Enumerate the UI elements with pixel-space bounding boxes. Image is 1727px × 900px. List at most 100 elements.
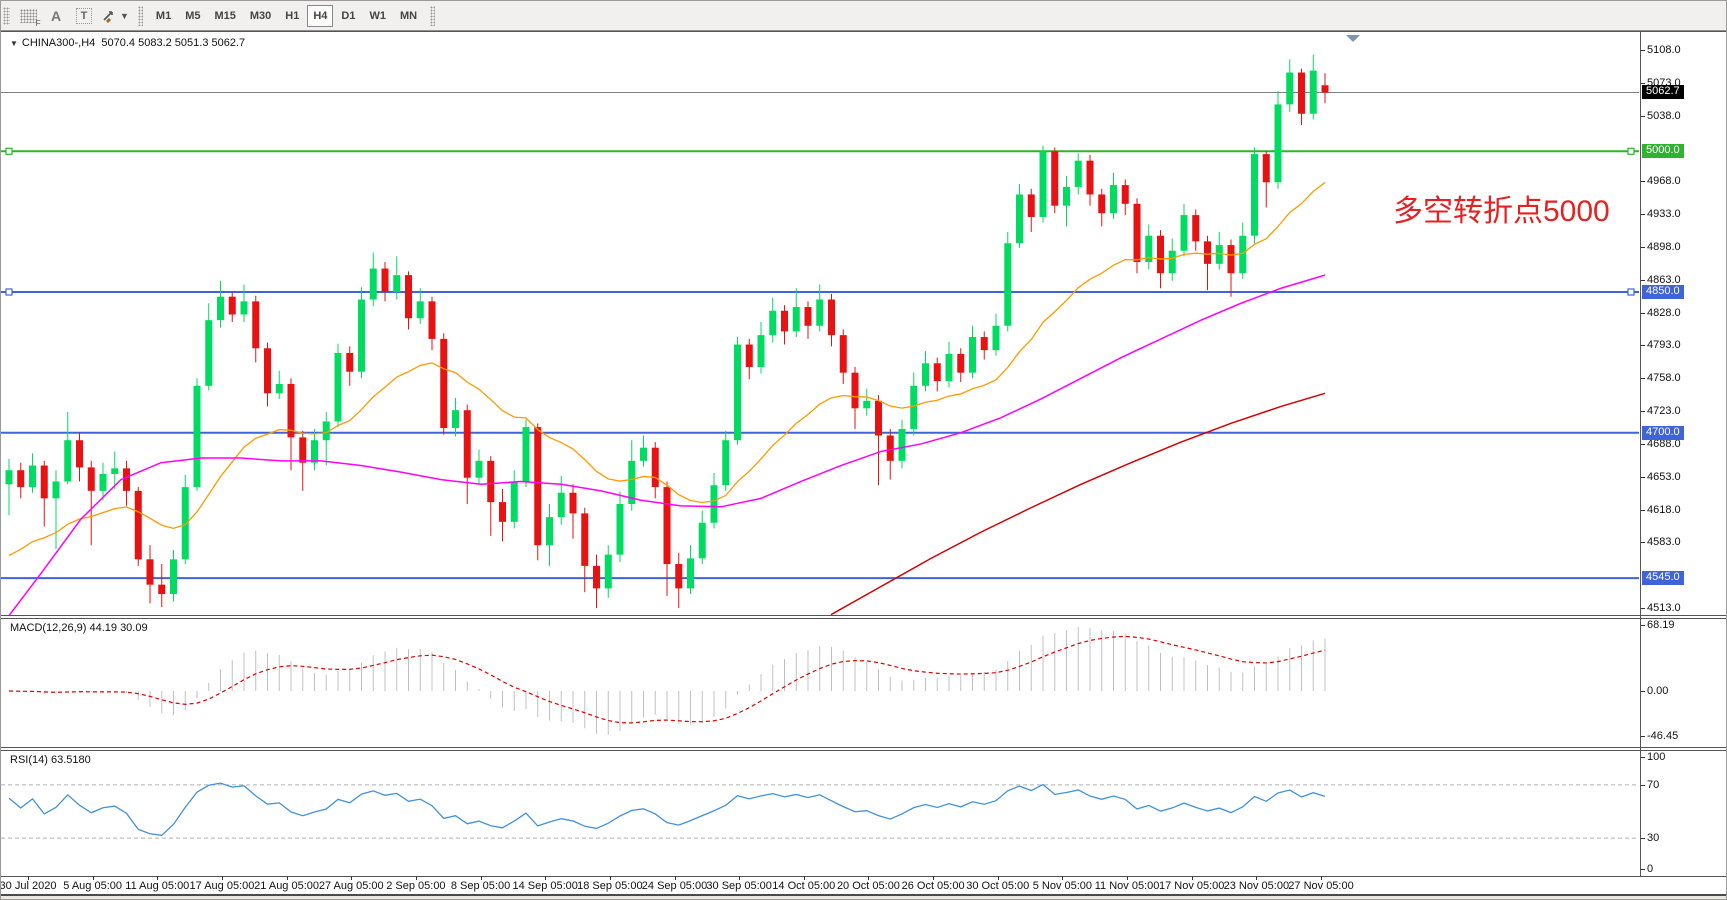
chevron-down-icon: ▼ [120,10,129,21]
axis-tick-mark [1641,838,1645,840]
timeframe-button-h4[interactable]: H4 [307,4,334,27]
axis-tick-mark [1641,509,1645,511]
rsi-indicator-pane[interactable] [1,751,1639,877]
axis-tick-label: 4793.0 [1647,339,1681,352]
letter-a-icon: A [50,7,62,24]
axis-tick-mark [1641,443,1645,445]
main-macd-separator[interactable] [1,615,1726,616]
axis-tick-mark [1641,115,1645,117]
date-tick-mark [803,876,805,880]
date-tick-label: 5 Aug 05:00 [63,880,123,892]
axis-tick-mark [1641,624,1645,626]
axis-tick-mark [1641,476,1645,478]
axis-tick-label: 4583.0 [1647,536,1681,549]
grid-f-icon: F [19,8,41,28]
date-tick-label: 20 Oct 05:00 [836,880,900,892]
axis-tick-label: 4723.0 [1647,405,1681,418]
date-tick-label: 27 Aug 05:00 [318,880,384,892]
date-tick-label: 2 Sep 05:00 [386,880,446,892]
price-axis-divider [1640,32,1641,876]
date-tick-mark [1321,876,1322,880]
text-label-button[interactable]: T [72,4,96,28]
macd-rsi-separator-2 [1,750,1726,751]
date-tick-label: 11 Nov 05:00 [1094,880,1160,892]
axis-tick-mark [1641,757,1645,758]
date-tick-mark [221,876,223,880]
date-tick-label: 27 Nov 05:00 [1288,880,1354,892]
axis-tick-label: -46.45 [1647,730,1679,743]
date-tick-label: 18 Sep 05:00 [577,880,643,892]
chart-top-border [1,31,1726,32]
symbol-period-label: CHINA300-,H4 [21,37,96,49]
timeframe-button-mn[interactable]: MN [399,9,418,22]
date-tick-label: 14 Sep 05:00 [512,880,578,892]
axis-tick-label: 4688.0 [1647,437,1681,450]
date-tick-label: 30 Jul 2020 [0,880,57,892]
indicator-grid-icon[interactable]: F [16,4,41,28]
price-badge: 5000.0 [1642,144,1684,159]
date-tick-mark [545,876,547,880]
axis-tick-label: 4933.0 [1647,208,1681,221]
date-tick-mark [739,876,741,880]
price-badge: 5062.7 [1642,85,1684,100]
chart-annotation-text[interactable]: 多空转折点5000 [1393,195,1610,228]
toolbar-separator-2 [430,5,436,26]
date-tick-label: 21 Aug 05:00 [254,880,320,892]
timeframe-button-m30[interactable]: M30 [249,9,272,22]
axis-tick-mark [1641,214,1645,216]
macd-indicator-pane[interactable] [1,619,1639,747]
chart-title: ▼ CHINA300-,H4 5070.4 5083.2 5051.3 5062.… [10,37,245,49]
price-badge: 4700.0 [1642,425,1684,440]
ohlc-readout: 5070.4 5083.2 5051.3 5062.7 [101,37,246,49]
date-tick-mark [1062,876,1064,880]
timeframe-button-h1[interactable]: H1 [285,9,300,22]
axis-tick-label: 4863.0 [1647,273,1681,286]
timeframe-button-m1[interactable]: M1 [155,9,172,22]
price-badge: 4850.0 [1642,285,1684,299]
date-tick-mark [1191,876,1193,880]
date-tick-mark [997,876,999,880]
macd-label: MACD(12,26,9) 44.19 30.09 [10,622,148,634]
axis-tick-mark [1641,312,1645,314]
date-tick-label: 23 Nov 05:00 [1223,880,1290,892]
draw-arrows-button[interactable]: ▼ [100,4,130,28]
axis-tick-label: 68.19 [1647,618,1675,631]
timeframe-button-w1[interactable]: W1 [369,9,386,22]
timeframe-button-d1[interactable]: D1 [341,9,356,22]
date-tick-mark [28,876,29,880]
date-tick-mark [157,876,159,880]
date-tick-label: 8 Sep 05:00 [450,880,511,892]
axis-tick-label: 4828.0 [1647,306,1681,319]
axis-tick-label: 30 [1647,832,1660,845]
axis-tick-label: 100 [1647,751,1666,763]
timeframe-button-m15[interactable]: M15 [214,9,236,22]
next-window-edge [1,894,1726,899]
date-tick-mark [92,876,94,880]
axis-tick-mark [1641,82,1645,84]
price-badge: 4545.0 [1642,571,1684,586]
axis-tick-label: 4758.0 [1647,372,1681,385]
toolbar-drag-handle[interactable] [3,6,10,25]
date-tick-mark [674,876,676,880]
date-tick-mark [480,876,482,880]
timeframe-button-m5[interactable]: M5 [185,9,201,22]
axis-tick-mark [1641,378,1645,380]
label-a-button[interactable]: A [44,4,68,28]
axis-tick-label: 4968.0 [1647,175,1681,188]
axis-tick-label: 4653.0 [1647,470,1681,483]
axis-tick-label: 4618.0 [1647,503,1681,516]
date-tick-label: 14 Oct 05:00 [772,880,836,892]
macd-rsi-separator[interactable] [1,747,1726,748]
date-tick-mark [868,876,870,880]
rsi-label: RSI(14) 63.5180 [10,754,91,766]
date-tick-mark [286,876,288,880]
axis-tick-label: 0 [1647,863,1654,875]
toolbar-separator [137,5,143,26]
axis-tick-mark [1641,181,1645,183]
date-tick-label: 11 Aug 05:00 [125,880,190,892]
date-tick-mark [1256,876,1258,880]
toolbar: F A T ▼ M1 M5 M15 M30 H1 H4 D1 W1 MN [1,1,1726,31]
date-tick-label: 26 Oct 05:00 [901,880,965,892]
main-price-chart[interactable] [1,32,1639,615]
